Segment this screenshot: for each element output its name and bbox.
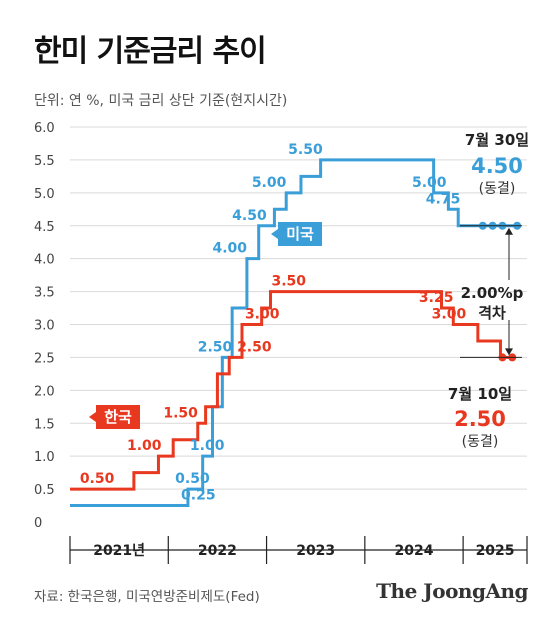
unit-note: 단위: 연 %, 미국 금리 상단 기준(현지시간) [34, 93, 288, 109]
gap-label: 격차 [478, 304, 506, 322]
annotations: 7월 30일 4.50 (동결) 2.00%p 격차 7월 10일 2.50 (동결) [448, 131, 529, 450]
y-tick-label: 1.0 [34, 450, 55, 465]
legend-pointer [89, 412, 96, 422]
kr-date: 7월 10일 [448, 385, 512, 403]
legend-box [278, 222, 322, 246]
legend-box [96, 405, 140, 429]
kr-status: (동결) [462, 434, 499, 450]
data-label: 4.75 [426, 191, 461, 207]
data-label: 5.00 [252, 175, 287, 191]
gap-arrow-head-up [505, 227, 513, 235]
data-label: 3.25 [419, 290, 454, 306]
gap-value: 2.00%p [461, 284, 524, 302]
series-line [70, 158, 518, 508]
y-tick-label: 3.0 [34, 319, 55, 334]
x-tick-label: 2021년 [93, 543, 145, 559]
y-tick-label: 4.5 [34, 220, 55, 235]
data-label: 3.00 [245, 307, 280, 323]
x-tick-label: 2024 [394, 543, 433, 559]
y-tick-label: 3.5 [34, 286, 55, 301]
y-tick-label: 4.0 [34, 253, 55, 268]
publisher-logo: The JoongAng [376, 579, 528, 603]
data-label: 1.00 [190, 438, 225, 454]
data-label: 1.00 [127, 438, 162, 454]
data-labels: 0.250.501.002.504.004.505.005.505.004.75… [80, 142, 467, 504]
data-label: 0.50 [80, 471, 115, 487]
data-label: 1.50 [163, 405, 198, 421]
legend-label: 미국 [286, 225, 314, 243]
data-label: 0.50 [175, 471, 210, 487]
chart-title: 한미 기준금리 추이 [34, 34, 267, 69]
y-tick-labels: 0 0.5 1.0 1.5 2.0 2.5 3.0 3.5 4.0 4.5 5.0 5.5 6.0 [34, 121, 55, 531]
series-line [70, 290, 513, 491]
legend-kr: 한국 [89, 405, 140, 429]
series-lines [70, 158, 522, 508]
us-date: 7월 30일 [465, 131, 529, 149]
data-label: 3.50 [271, 274, 306, 290]
data-label: 2.50 [237, 339, 272, 355]
x-axis: 2021년 2022 2023 2024 2025 [69, 536, 528, 564]
kr-value: 2.50 [454, 407, 506, 431]
y-tick-label: 5.5 [34, 154, 55, 169]
data-label: 5.50 [288, 142, 323, 158]
legend-pointer [271, 229, 278, 239]
x-tick-label: 2025 [476, 543, 515, 559]
data-label: 2.50 [198, 339, 233, 355]
y-tick-label: 2.0 [34, 384, 55, 399]
y-tick-label: 0 [34, 516, 42, 531]
us-status: (동결) [479, 181, 516, 197]
data-label: 0.25 [181, 488, 216, 504]
data-label: 3.00 [432, 307, 467, 323]
data-label: 4.50 [232, 208, 267, 224]
legend-label: 한국 [104, 408, 132, 426]
gap-arrow-head-down [505, 348, 513, 356]
y-tick-label: 1.5 [34, 417, 55, 432]
y-tick-label: 5.0 [34, 187, 55, 202]
us-value: 4.50 [471, 154, 523, 178]
y-tick-label: 2.5 [34, 351, 55, 366]
legend-us: 미국 [271, 222, 322, 246]
y-tick-label: 0.5 [34, 483, 55, 498]
x-tick-label: 2023 [296, 543, 335, 559]
x-tick-label: 2022 [198, 543, 237, 559]
source-note: 자료: 한국은행, 미국연방준비제도(Fed) [34, 589, 260, 605]
data-label: 4.00 [213, 241, 248, 257]
y-tick-label: 6.0 [34, 121, 55, 136]
data-label: 5.00 [412, 175, 447, 191]
